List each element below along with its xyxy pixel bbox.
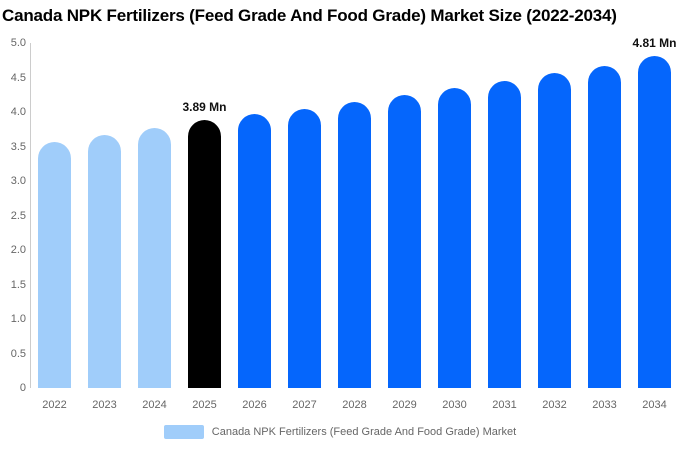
- legend-label: Canada NPK Fertilizers (Feed Grade And F…: [211, 426, 517, 438]
- bar-2032: [538, 73, 571, 388]
- bar-2033: [588, 66, 621, 388]
- y-tick-label: 4.0: [10, 106, 26, 118]
- y-tick-label: 3.0: [10, 175, 26, 187]
- y-tick-label: 3.5: [10, 140, 26, 153]
- x-tick-label: 2026: [242, 399, 267, 411]
- x-tick-label: 2032: [542, 399, 567, 411]
- y-tick-label: 4.5: [10, 71, 26, 84]
- bar-value-label: 4.81 Mn: [632, 36, 677, 50]
- y-tick-label: 0.5: [10, 347, 26, 360]
- bar-2026: [238, 114, 271, 388]
- y-tick-label: 1.0: [10, 313, 26, 325]
- bar-2025: [188, 120, 221, 388]
- legend: Canada NPK Fertilizers (Feed Grade And F…: [0, 425, 680, 439]
- bar-2029: [388, 95, 421, 388]
- y-tick-label: 5.0: [10, 37, 26, 49]
- bar-2034: [638, 56, 671, 388]
- bar-2031: [488, 81, 521, 388]
- bar-2028: [338, 102, 371, 388]
- chart-title: Canada NPK Fertilizers (Feed Grade And F…: [2, 6, 617, 25]
- x-tick-label: 2028: [342, 399, 367, 411]
- x-tick-label: 2029: [392, 399, 417, 411]
- x-tick-label: 2027: [292, 399, 317, 411]
- x-tick-label: 2033: [592, 399, 617, 411]
- y-axis-line: [30, 43, 31, 388]
- bar-value-label: 3.89 Mn: [182, 100, 227, 114]
- bar-2027: [288, 109, 321, 388]
- y-tick-label: 1.5: [10, 278, 26, 291]
- x-tick-label: 2030: [442, 399, 467, 411]
- legend-swatch-icon: [163, 425, 204, 439]
- y-tick-label: 2.5: [10, 209, 26, 222]
- x-tick-label: 2022: [42, 399, 67, 411]
- y-tick-label: 0: [19, 382, 26, 394]
- bar-2024: [138, 128, 171, 388]
- x-tick-label: 2025: [192, 399, 217, 411]
- y-tick-label: 2.0: [10, 244, 26, 256]
- x-tick-label: 2034: [642, 399, 667, 411]
- x-tick-label: 2024: [142, 399, 167, 411]
- x-tick-label: 2023: [92, 399, 117, 411]
- x-tick-label: 2031: [492, 399, 517, 411]
- bar-2022: [38, 142, 71, 388]
- bar-2023: [88, 135, 121, 388]
- bar-2030: [438, 88, 471, 388]
